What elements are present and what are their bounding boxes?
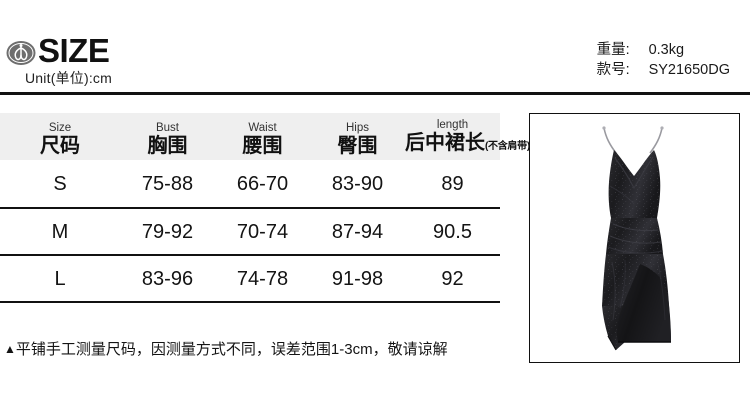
column-header-length-cn-main: 后中裙长 — [405, 132, 485, 154]
cell-waist: 66-70 — [236, 172, 289, 195]
column-header-hips: Hips 臀围 — [310, 122, 405, 160]
black-slip-wrap-dress-photo — [530, 114, 739, 362]
cell-size: L — [54, 267, 66, 290]
style-number-value: SY21650DG — [648, 62, 730, 78]
cell-waist: 70-74 — [236, 220, 289, 243]
page-title: SIZE — [38, 32, 110, 69]
column-header-size-en: Size — [48, 122, 72, 134]
page-header: SIZE Unit(单位):cm 重量: 0.3kg 款号: SY21650DG — [0, 0, 750, 93]
cell-size: S — [53, 172, 67, 195]
cell-hips: 87-94 — [331, 220, 384, 243]
column-header-hips-cn: 臀围 — [337, 135, 378, 157]
table-bottom-rule — [0, 301, 500, 303]
weight-label: 重量: — [596, 42, 630, 58]
column-header-hips-en: Hips — [345, 122, 369, 134]
table-row: S 75-88 66-70 83-90 89 — [0, 160, 500, 207]
header-divider-rule — [0, 92, 750, 95]
brand-block: SIZE — [6, 32, 110, 69]
cell-waist: 74-78 — [236, 267, 289, 290]
table-row: L 83-96 74-78 91-98 92 — [0, 254, 500, 301]
product-image-panel — [529, 113, 740, 363]
column-header-length-cn: 后中裙长(不含肩带) — [405, 132, 530, 158]
cell-hips: 83-90 — [331, 172, 384, 195]
style-number-label: 款号: — [596, 62, 630, 78]
brand-emblem-icon — [6, 41, 36, 65]
column-header-length: length 后中裙长(不含肩带) — [405, 119, 530, 160]
column-header-size-cn: 尺码 — [40, 135, 80, 157]
cell-length: 89 — [441, 172, 464, 195]
cell-length: 92 — [441, 267, 464, 290]
meta-row-style-number: 款号: SY21650DG — [597, 60, 730, 80]
column-header-size: Size 尺码 — [0, 122, 120, 160]
unit-label: Unit(单位):cm — [25, 70, 112, 86]
table-header-row: Size 尺码 Bust 胸围 Waist 腰围 Hips 臀围 length … — [0, 113, 530, 160]
column-header-bust: Bust 胸围 — [120, 122, 215, 160]
measurement-disclaimer: ▲平铺手工测量尺码，因测量方式不同，误差范围1-3cm，敬请谅解 — [4, 339, 448, 360]
size-table: Size 尺码 Bust 胸围 Waist 腰围 Hips 臀围 length … — [0, 113, 530, 301]
weight-value: 0.3kg — [648, 42, 685, 58]
column-header-waist-cn: 腰围 — [242, 135, 283, 157]
product-meta-block: 重量: 0.3kg 款号: SY21650DG — [597, 40, 730, 80]
meta-row-weight: 重量: 0.3kg — [597, 40, 730, 60]
measurement-disclaimer-text: 平铺手工测量尺码，因测量方式不同，误差范围1-3cm，敬请谅解 — [15, 341, 448, 358]
cell-hips: 91-98 — [331, 267, 384, 290]
column-header-length-en: length — [436, 119, 469, 131]
column-header-bust-cn: 胸围 — [147, 135, 188, 157]
cell-bust: 83-96 — [141, 267, 194, 290]
cell-length: 90.5 — [433, 220, 472, 243]
cell-bust: 79-92 — [141, 220, 194, 243]
column-header-bust-en: Bust — [155, 122, 179, 134]
column-header-waist: Waist 腰围 — [215, 122, 310, 160]
table-row: M 79-92 70-74 87-94 90.5 — [0, 207, 500, 254]
cell-bust: 75-88 — [141, 172, 194, 195]
triangle-bullet-icon: ▲ — [4, 342, 16, 356]
column-header-waist-en: Waist — [248, 122, 277, 134]
cell-size: M — [51, 220, 69, 243]
column-header-length-note: (不含肩带) — [485, 141, 530, 152]
